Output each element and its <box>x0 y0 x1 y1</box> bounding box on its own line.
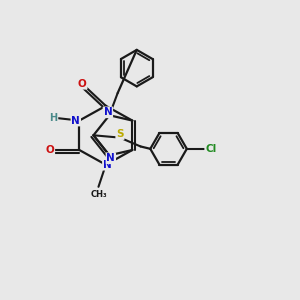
Text: O: O <box>78 79 87 89</box>
Text: N: N <box>103 107 112 117</box>
Text: N: N <box>103 160 112 170</box>
Text: CH₃: CH₃ <box>90 190 107 199</box>
Text: O: O <box>46 145 54 155</box>
Text: H: H <box>50 112 58 123</box>
Text: S: S <box>116 129 124 139</box>
Text: N: N <box>71 116 80 126</box>
Text: Cl: Cl <box>205 144 217 154</box>
Text: N: N <box>106 153 115 163</box>
